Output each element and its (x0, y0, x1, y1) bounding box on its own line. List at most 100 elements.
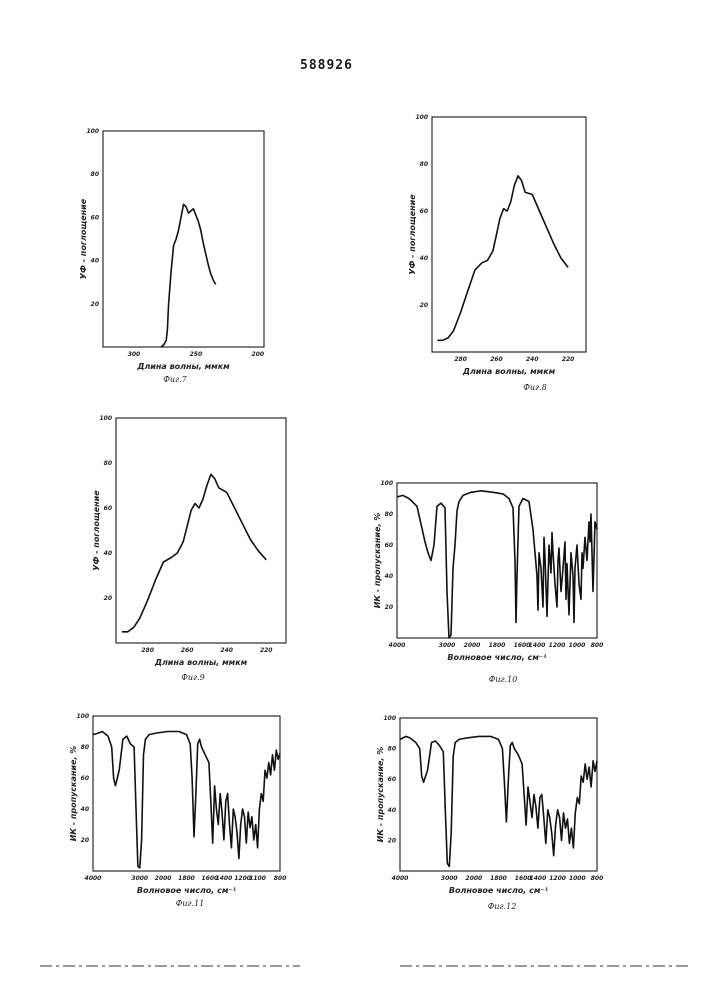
x-tick-label: 4000 (392, 875, 409, 882)
y-tick-label: 40 (388, 807, 396, 814)
plot-frame (116, 418, 286, 643)
x-tick-label: 1200 (549, 875, 566, 882)
plot-frame (103, 131, 264, 347)
y-tick-label: 20 (104, 595, 112, 602)
y-axis-label: УФ - поглощение (92, 490, 101, 571)
x-tick-label: 2000 (466, 875, 483, 882)
plot-frame (397, 483, 597, 638)
y-tick-label: 80 (420, 161, 428, 168)
y-tick-label: 100 (76, 713, 89, 720)
x-tick-label: 2000 (155, 875, 172, 882)
x-axis-label: Длина волны, ммкм (462, 367, 556, 376)
y-tick-label: 80 (388, 746, 396, 753)
y-axis-label: ИК - пропускание, % (376, 747, 385, 843)
spectrum-line (397, 491, 597, 638)
y-tick-label: 60 (91, 214, 99, 221)
y-tick-label: 20 (81, 837, 89, 844)
y-tick-label: 20 (388, 837, 396, 844)
figure-caption: Фиг.9 (181, 673, 204, 682)
x-tick-label: 300 (128, 351, 141, 358)
figure-sheet: 20 40 60 80 100 300 250 200 Длина волны, ммкм УФ … (0, 0, 707, 1000)
y-tick-label: 60 (81, 775, 89, 782)
figure-caption: Фиг.7 (163, 375, 187, 384)
x-tick-label: 240 (526, 356, 539, 363)
figure-caption: Фиг.12 (488, 902, 517, 911)
plot-frame (93, 716, 280, 871)
figure-caption: Фиг.8 (523, 383, 546, 392)
x-tick-label: 220 (260, 647, 273, 654)
y-tick-label: 20 (91, 301, 99, 308)
x-tick-label: 260 (181, 647, 194, 654)
x-tick-label: 1000 (569, 642, 586, 649)
x-tick-label: 1200 (549, 642, 566, 649)
y-tick-label: 100 (415, 114, 428, 121)
x-axis-label: Длина волны, ммкм (154, 658, 248, 667)
y-tick-label: 80 (81, 744, 89, 751)
y-axis-label: УФ - поглощение (79, 198, 88, 279)
y-tick-label: 80 (91, 171, 99, 178)
x-axis-label: Волновое число, см⁻¹ (449, 886, 549, 895)
y-tick-label: 40 (385, 573, 393, 580)
x-tick-label: 280 (454, 356, 467, 363)
x-tick-label: 220 (562, 356, 575, 363)
x-tick-label: 4000 (85, 875, 102, 882)
x-tick-label: 260 (490, 356, 503, 363)
spectrum-line (437, 176, 568, 340)
x-tick-label: 3000 (131, 875, 148, 882)
y-tick-label: 60 (385, 542, 393, 549)
x-tick-label: 4000 (389, 642, 406, 649)
x-tick-label: 3000 (439, 642, 456, 649)
plot-frame (432, 117, 586, 352)
y-tick-label: 60 (104, 505, 112, 512)
x-axis-label: Длина волны, ммкм (136, 362, 230, 371)
x-tick-label: 800 (591, 875, 604, 882)
spectrum-line (93, 732, 280, 868)
x-tick-label: 1100 (249, 875, 266, 882)
spectrum-line (161, 204, 216, 347)
chart-fig12: 2040608010040003000200018001600140012001… (376, 715, 603, 911)
x-tick-label: 1000 (569, 875, 586, 882)
y-tick-label: 100 (383, 715, 396, 722)
y-tick-label: 100 (380, 480, 393, 487)
x-axis-label: Волновое число, см⁻¹ (137, 886, 237, 895)
x-tick-label: 280 (141, 647, 154, 654)
x-axis-label: Волновое число, см⁻¹ (447, 653, 547, 662)
y-tick-label: 40 (104, 550, 112, 557)
y-tick-label: 100 (86, 128, 99, 135)
x-tick-label: 200 (252, 351, 265, 358)
spectrum-line (122, 474, 266, 632)
y-axis-label: ИК - пропускание, % (373, 513, 382, 609)
chart-fig8: 20 40 60 80 100 280 260 240 220 Длина волны, ммкм… (408, 114, 586, 392)
spectrum-line (400, 736, 597, 866)
x-tick-label: 2000 (464, 642, 481, 649)
y-tick-label: 60 (420, 208, 428, 215)
chart-fig11: 2040608010040003000200018001600140012001… (69, 713, 286, 908)
figure-caption: Фиг.11 (176, 899, 205, 908)
y-tick-label: 80 (104, 460, 112, 467)
x-tick-label: 1400 (530, 875, 547, 882)
y-tick-label: 100 (99, 415, 112, 422)
figure-caption: Фиг.10 (489, 675, 518, 684)
y-tick-label: 20 (385, 604, 393, 611)
x-tick-label: 1800 (178, 875, 195, 882)
y-tick-label: 80 (385, 511, 393, 518)
y-axis-label: ИК - пропускание, % (69, 746, 78, 842)
chart-fig7: 20 40 60 80 100 300 250 200 Длина волны, ммкм УФ … (79, 128, 264, 384)
y-tick-label: 40 (420, 255, 428, 262)
x-tick-label: 800 (591, 642, 604, 649)
y-tick-label: 60 (388, 776, 396, 783)
x-tick-label: 3000 (441, 875, 458, 882)
x-tick-label: 240 (220, 647, 233, 654)
chart-fig10: 2040608010040003000200018001600140012001… (373, 480, 603, 684)
x-tick-label: 1400 (529, 642, 546, 649)
x-tick-label: 1800 (489, 642, 506, 649)
y-tick-label: 40 (91, 258, 99, 265)
y-tick-label: 20 (420, 302, 428, 309)
x-tick-label: 1800 (490, 875, 507, 882)
x-tick-label: 800 (274, 875, 287, 882)
chart-fig9: 20 40 60 80 100 280 260 240 220 Длина волны, ммкм… (92, 415, 286, 682)
x-tick-label: 1400 (216, 875, 233, 882)
x-tick-label: 250 (190, 351, 203, 358)
y-tick-label: 40 (81, 806, 89, 813)
y-axis-label: УФ - поглощение (408, 194, 417, 275)
